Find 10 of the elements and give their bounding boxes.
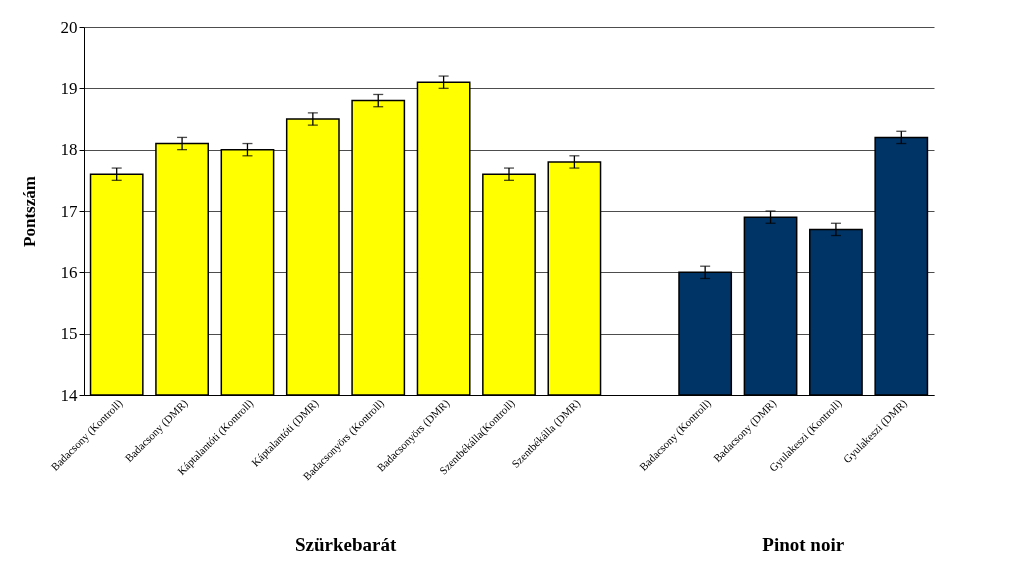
y-tick-label: 20 — [60, 17, 78, 37]
y-tick-label: 16 — [60, 262, 78, 282]
y-tick-label: 14 — [60, 385, 78, 405]
y-tick-label: 19 — [60, 78, 78, 98]
text: Pinot noir — [762, 534, 845, 555]
y-tick-label: 15 — [60, 324, 78, 344]
y-tick-label: 17 — [60, 201, 78, 221]
y-axis-title: Pontszám — [19, 176, 39, 247]
y-tick-label: 18 — [60, 140, 78, 160]
text: Szürkebarát — [294, 534, 397, 555]
